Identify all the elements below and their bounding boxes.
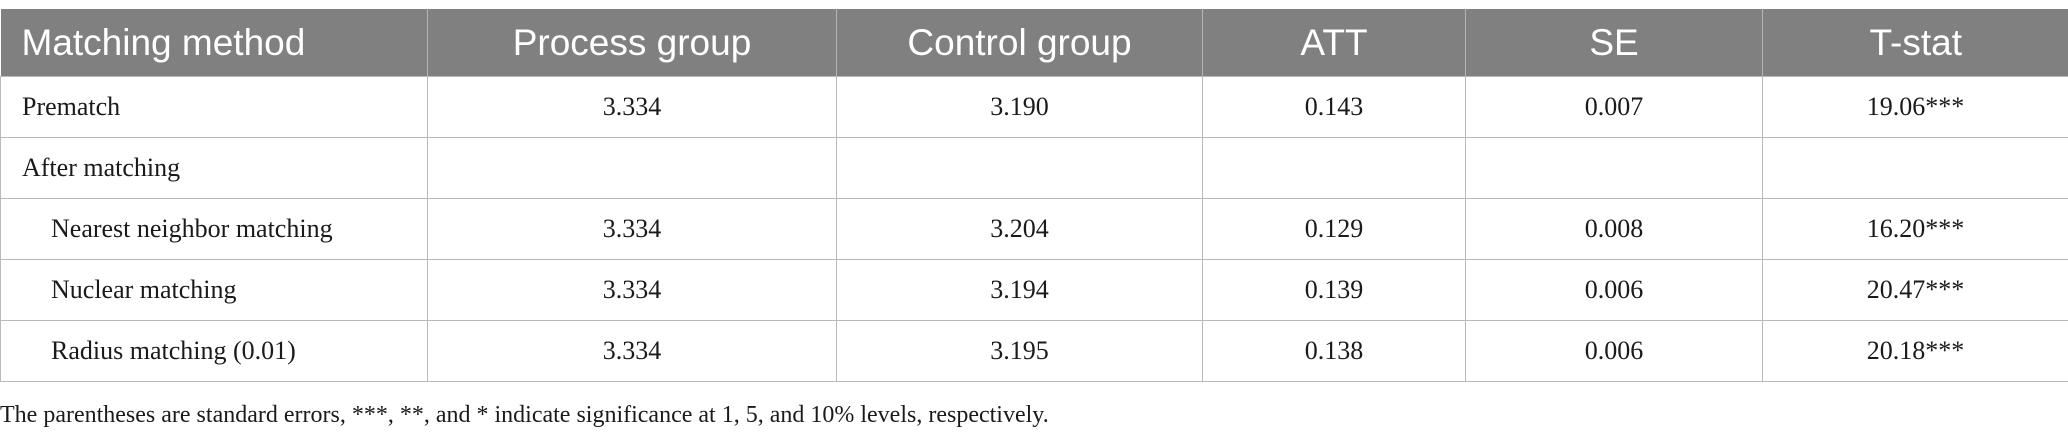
cell-att — [1202, 137, 1466, 199]
cell-att: 0.143 — [1202, 76, 1466, 138]
table-row: Prematch 3.334 3.190 0.143 0.007 19.06**… — [0, 76, 2068, 138]
cell-process-group: 3.334 — [427, 76, 837, 138]
cell-method: Nearest neighbor matching — [0, 198, 428, 260]
cell-se: 0.006 — [1465, 320, 1763, 382]
cell-control-group: 3.195 — [836, 320, 1203, 382]
cell-se: 0.007 — [1465, 76, 1763, 138]
header-t-stat: T-stat — [1762, 9, 2068, 77]
table-body: Prematch 3.334 3.190 0.143 0.007 19.06**… — [0, 76, 2068, 382]
header-process-group: Process group — [427, 9, 837, 77]
cell-control-group — [836, 137, 1203, 199]
header-row: Matching method Process group Control gr… — [0, 9, 2068, 77]
cell-att: 0.129 — [1202, 198, 1466, 260]
cell-se: 0.008 — [1465, 198, 1763, 260]
header-matching-method: Matching method — [0, 9, 428, 77]
header-control-group: Control group — [836, 9, 1203, 77]
cell-se — [1465, 137, 1763, 199]
cell-process-group: 3.334 — [427, 320, 837, 382]
table-footnote: The parentheses are standard errors, ***… — [0, 402, 1049, 428]
header-att: ATT — [1202, 9, 1466, 77]
cell-t-stat: 20.47*** — [1762, 259, 2068, 321]
table-header: Matching method Process group Control gr… — [0, 9, 2068, 77]
cell-se: 0.006 — [1465, 259, 1763, 321]
cell-process-group — [427, 137, 837, 199]
cell-control-group: 3.190 — [836, 76, 1203, 138]
table-row: Nearest neighbor matching 3.334 3.204 0.… — [0, 198, 2068, 260]
table-row: Nuclear matching 3.334 3.194 0.139 0.006… — [0, 259, 2068, 321]
cell-t-stat — [1762, 137, 2068, 199]
cell-control-group: 3.194 — [836, 259, 1203, 321]
cell-method: Prematch — [0, 76, 428, 138]
cell-process-group: 3.334 — [427, 259, 837, 321]
cell-att: 0.139 — [1202, 259, 1466, 321]
psm-results-table-wrapper: Matching method Process group Control gr… — [0, 9, 2068, 382]
table-row: Radius matching (0.01) 3.334 3.195 0.138… — [0, 320, 2068, 382]
cell-process-group: 3.334 — [427, 198, 837, 260]
cell-t-stat: 20.18*** — [1762, 320, 2068, 382]
header-se: SE — [1465, 9, 1763, 77]
cell-t-stat: 16.20*** — [1762, 198, 2068, 260]
cell-control-group: 3.204 — [836, 198, 1203, 260]
cell-t-stat: 19.06*** — [1762, 76, 2068, 138]
psm-results-table: Matching method Process group Control gr… — [0, 9, 2068, 382]
cell-method: After matching — [0, 137, 428, 199]
cell-method: Nuclear matching — [0, 259, 428, 321]
cell-method: Radius matching (0.01) — [0, 320, 428, 382]
table-row: After matching — [0, 137, 2068, 199]
cell-att: 0.138 — [1202, 320, 1466, 382]
